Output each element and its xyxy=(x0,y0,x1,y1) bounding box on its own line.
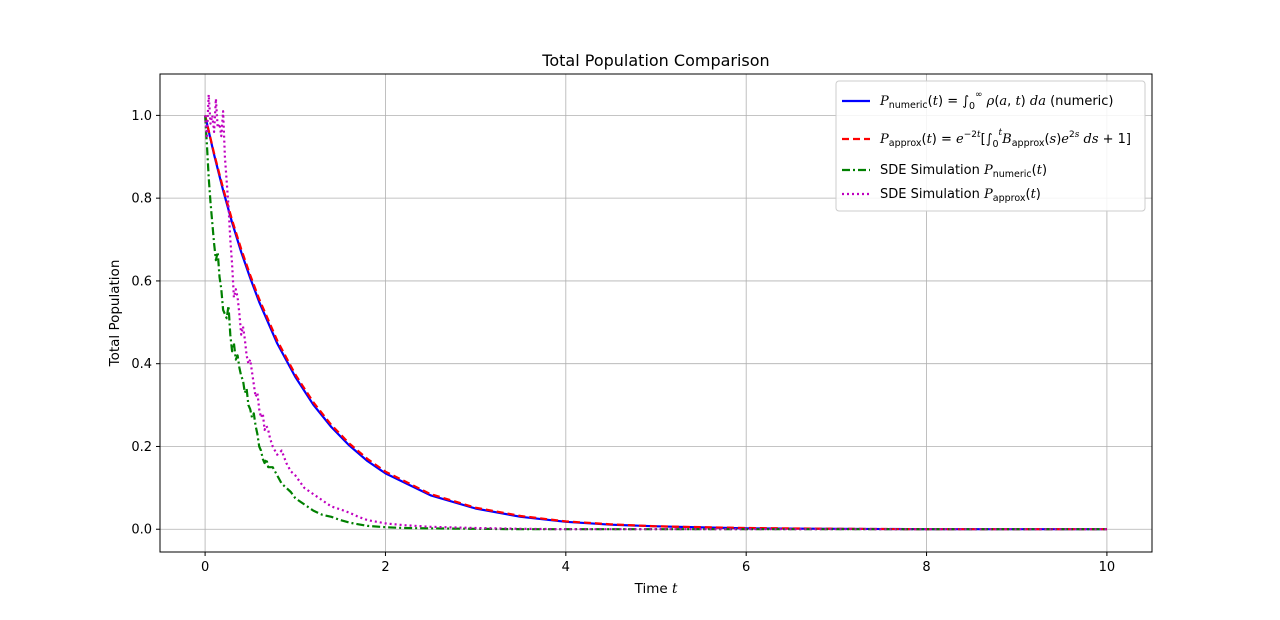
series-line-sde-numeric xyxy=(204,115,1107,531)
y-tick-label: 0.4 xyxy=(131,357,152,372)
legend-label-approx: Papprox(t) = e−2t[∫0tBapprox(s)e2s ds + … xyxy=(879,128,1131,150)
plot-frame xyxy=(159,73,1153,553)
x-tick-label: 8 xyxy=(922,560,930,575)
x-axis-label-var: t xyxy=(672,581,678,597)
y-tick-label: 1.0 xyxy=(131,109,152,124)
y-ticks: 0.0 0.2 0.4 0.6 0.8 1.0 xyxy=(131,109,160,538)
legend-entry-numeric: Pnumeric(t) = ∫0∞ ρ(a, t) da (numeric) xyxy=(842,90,1114,112)
y-axis-label: Total Population xyxy=(107,260,123,368)
legend-label-sde-numeric: SDE Simulation Pnumeric(t) xyxy=(880,163,1047,180)
x-tick-label: 6 xyxy=(742,560,750,575)
legend-label-numeric: Pnumeric(t) = ∫0∞ ρ(a, t) da (numeric) xyxy=(879,90,1114,112)
legend-box xyxy=(835,80,1146,212)
series-line-sde-approx xyxy=(204,93,1107,531)
x-axis-label: Time t xyxy=(634,581,678,597)
chart-title: Total Population Comparison xyxy=(541,51,769,70)
legend-entry-approx: Papprox(t) = e−2t[∫0tBapprox(s)e2s ds + … xyxy=(842,128,1131,150)
legend-entry-sde-approx: SDE Simulation Papprox(t) xyxy=(842,187,1041,204)
x-tick-label: 0 xyxy=(201,560,209,575)
x-axis-label-text: Time xyxy=(634,581,668,597)
y-tick-label: 0.2 xyxy=(131,440,152,455)
y-tick-label: 0.6 xyxy=(131,274,152,289)
x-tick-label: 2 xyxy=(381,560,389,575)
x-tick-label: 10 xyxy=(1099,560,1116,575)
series-line-approx xyxy=(204,115,1107,531)
y-tick-label: 0.8 xyxy=(131,192,152,207)
x-ticks: 0 2 4 6 8 10 xyxy=(201,552,1115,575)
y-tick-label: 0.0 xyxy=(131,523,152,538)
legend-label-sde-approx: SDE Simulation Papprox(t) xyxy=(880,187,1041,204)
series-layer xyxy=(204,93,1107,531)
x-tick-label: 4 xyxy=(562,560,570,575)
legend-entry-sde-numeric: SDE Simulation Pnumeric(t) xyxy=(842,163,1047,180)
legend: Pnumeric(t) = ∫0∞ ρ(a, t) da (numeric) P… xyxy=(835,80,1146,212)
